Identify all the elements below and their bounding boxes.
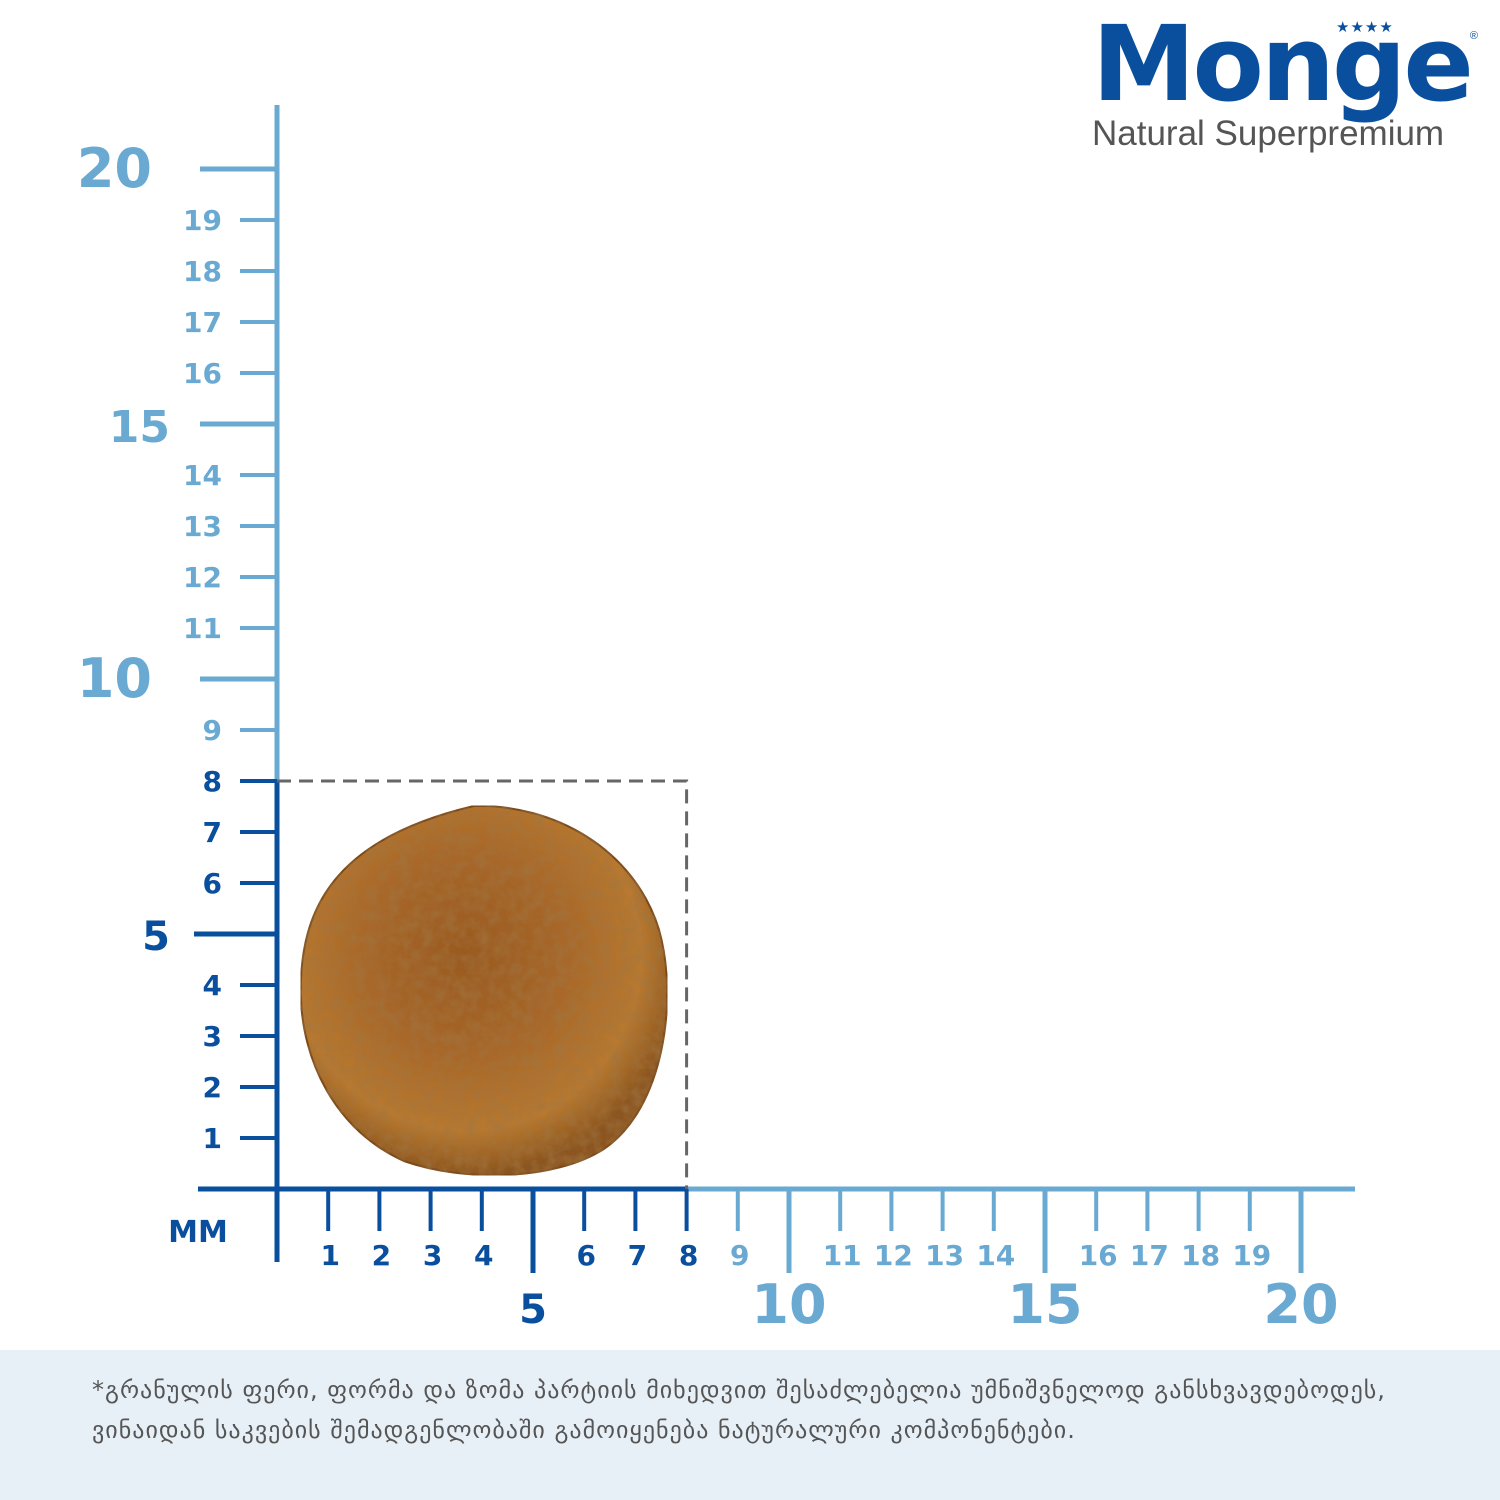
registered-mark: ® xyxy=(1469,30,1478,42)
x-minor-tick-label: 7 xyxy=(628,1239,647,1272)
size-scale-figure: 1 2 3 4 5 6 7 8 9 10 11 12 13 14 15 16 17 18 19 20 1 2 3 4 5 6 7 8 9… xyxy=(77,105,1355,1336)
y-minor-tick-label: 4 xyxy=(203,969,222,1002)
x-major-tick-label: 15 xyxy=(1007,1273,1082,1336)
x-minor-tick-label: 11 xyxy=(823,1239,862,1272)
x-minor-tick-label: 13 xyxy=(925,1239,964,1272)
unit-label: MM xyxy=(168,1215,228,1250)
brand-tagline: Natural Superpremium xyxy=(1092,114,1445,153)
x-minor-tick-label: 6 xyxy=(576,1239,595,1272)
kibble-image xyxy=(299,804,669,1177)
y-minor-tick-label: 18 xyxy=(183,255,222,288)
y-minor-tick-label: 3 xyxy=(203,1020,222,1053)
y-minor-tick-label: 19 xyxy=(183,204,222,237)
y-minor-tick-label: 12 xyxy=(183,561,222,594)
footer-note-panel: *გრანულის ფერი, ფორმა და ზომა პარტიის მი… xyxy=(0,1350,1500,1500)
x-minor-tick-label: 8 xyxy=(679,1239,698,1272)
y-minor-tick-label: 14 xyxy=(183,459,222,492)
x-major-tick-label: 20 xyxy=(1263,1273,1338,1336)
y-minor-tick-label: 1 xyxy=(203,1122,222,1155)
x-minor-tick-label: 1 xyxy=(320,1239,339,1272)
x-minor-tick-label: 18 xyxy=(1181,1239,1220,1272)
monge-logo: Monge ★★★★ ® Natural Superpremium xyxy=(1092,12,1482,162)
x-minor-tick-label: 16 xyxy=(1079,1239,1118,1272)
x-minor-tick-label: 19 xyxy=(1232,1239,1271,1272)
y-minor-tick-label: 13 xyxy=(183,510,222,543)
x-minor-tick-label: 9 xyxy=(730,1239,749,1272)
y-minor-tick-label: 8 xyxy=(203,765,222,798)
brand-stars-icon: ★★★★ xyxy=(1336,19,1394,36)
x-minor-tick-label: 12 xyxy=(874,1239,913,1272)
y-major-tick-label: 15 xyxy=(109,402,170,453)
brand-wordmark: Monge xyxy=(1092,3,1474,125)
y-major-tick-label: 10 xyxy=(77,647,152,710)
y-minor-tick-label: 6 xyxy=(203,867,222,900)
y-major-tick-label: 20 xyxy=(77,137,152,200)
x-major-tick-label: 10 xyxy=(751,1273,826,1336)
y-major-tick-label: 5 xyxy=(142,914,170,960)
y-minor-tick-label: 7 xyxy=(203,816,222,849)
y-minor-tick-label: 16 xyxy=(183,357,222,390)
y-minor-tick-label: 11 xyxy=(183,612,222,645)
y-minor-tick-label: 9 xyxy=(203,714,222,747)
kibble-size-guide xyxy=(277,779,689,1189)
x-minor-tick-label: 17 xyxy=(1130,1239,1169,1272)
footer-disclaimer: *გრანულის ფერი, ფორმა და ზომა პარტიის მი… xyxy=(92,1376,1386,1444)
x-minor-tick-label: 14 xyxy=(976,1239,1015,1272)
x-minor-tick-label: 3 xyxy=(423,1239,442,1272)
x-minor-tick-label: 4 xyxy=(474,1239,493,1272)
y-minor-tick-label: 2 xyxy=(203,1071,222,1104)
x-major-tick-label: 5 xyxy=(519,1287,547,1333)
y-minor-tick-label: 17 xyxy=(183,306,222,339)
x-minor-tick-label: 2 xyxy=(372,1239,391,1272)
